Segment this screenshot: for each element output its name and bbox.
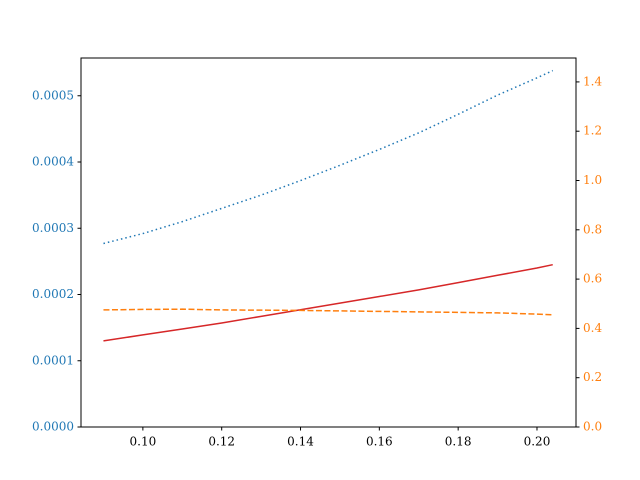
y2-tick-label: 0.4 bbox=[583, 321, 602, 335]
y2-tick-label: 0.8 bbox=[583, 222, 602, 236]
x-tick-label: 0.14 bbox=[287, 435, 314, 449]
y-tick-label: 0.0000 bbox=[32, 420, 74, 434]
y-tick-label: 0.0004 bbox=[32, 155, 74, 169]
x-tick-label: 0.18 bbox=[445, 435, 472, 449]
data-line bbox=[103, 308, 553, 316]
y2-tick-label: 1.2 bbox=[583, 124, 602, 138]
x-tick-label: 0.20 bbox=[524, 435, 551, 449]
y-tick-label: 0.0002 bbox=[32, 287, 74, 301]
y-tick-label: 0.0001 bbox=[32, 353, 74, 367]
data-line bbox=[103, 263, 553, 342]
data-line bbox=[103, 69, 554, 245]
y2-tick-label: 0.0 bbox=[583, 420, 602, 434]
plot-frame bbox=[80, 57, 577, 428]
y2-tick-label: 0.2 bbox=[583, 370, 602, 384]
y-tick-label: 0.0003 bbox=[32, 221, 74, 235]
y-tick-label: 0.0005 bbox=[32, 88, 74, 102]
x-tick-label: 0.10 bbox=[130, 435, 157, 449]
x-tick-label: 0.16 bbox=[366, 435, 393, 449]
y2-tick-label: 1.0 bbox=[583, 173, 602, 187]
y2-tick-label: 1.4 bbox=[583, 74, 602, 88]
x-tick-label: 0.12 bbox=[208, 435, 235, 449]
y2-tick-label: 0.6 bbox=[583, 272, 602, 286]
